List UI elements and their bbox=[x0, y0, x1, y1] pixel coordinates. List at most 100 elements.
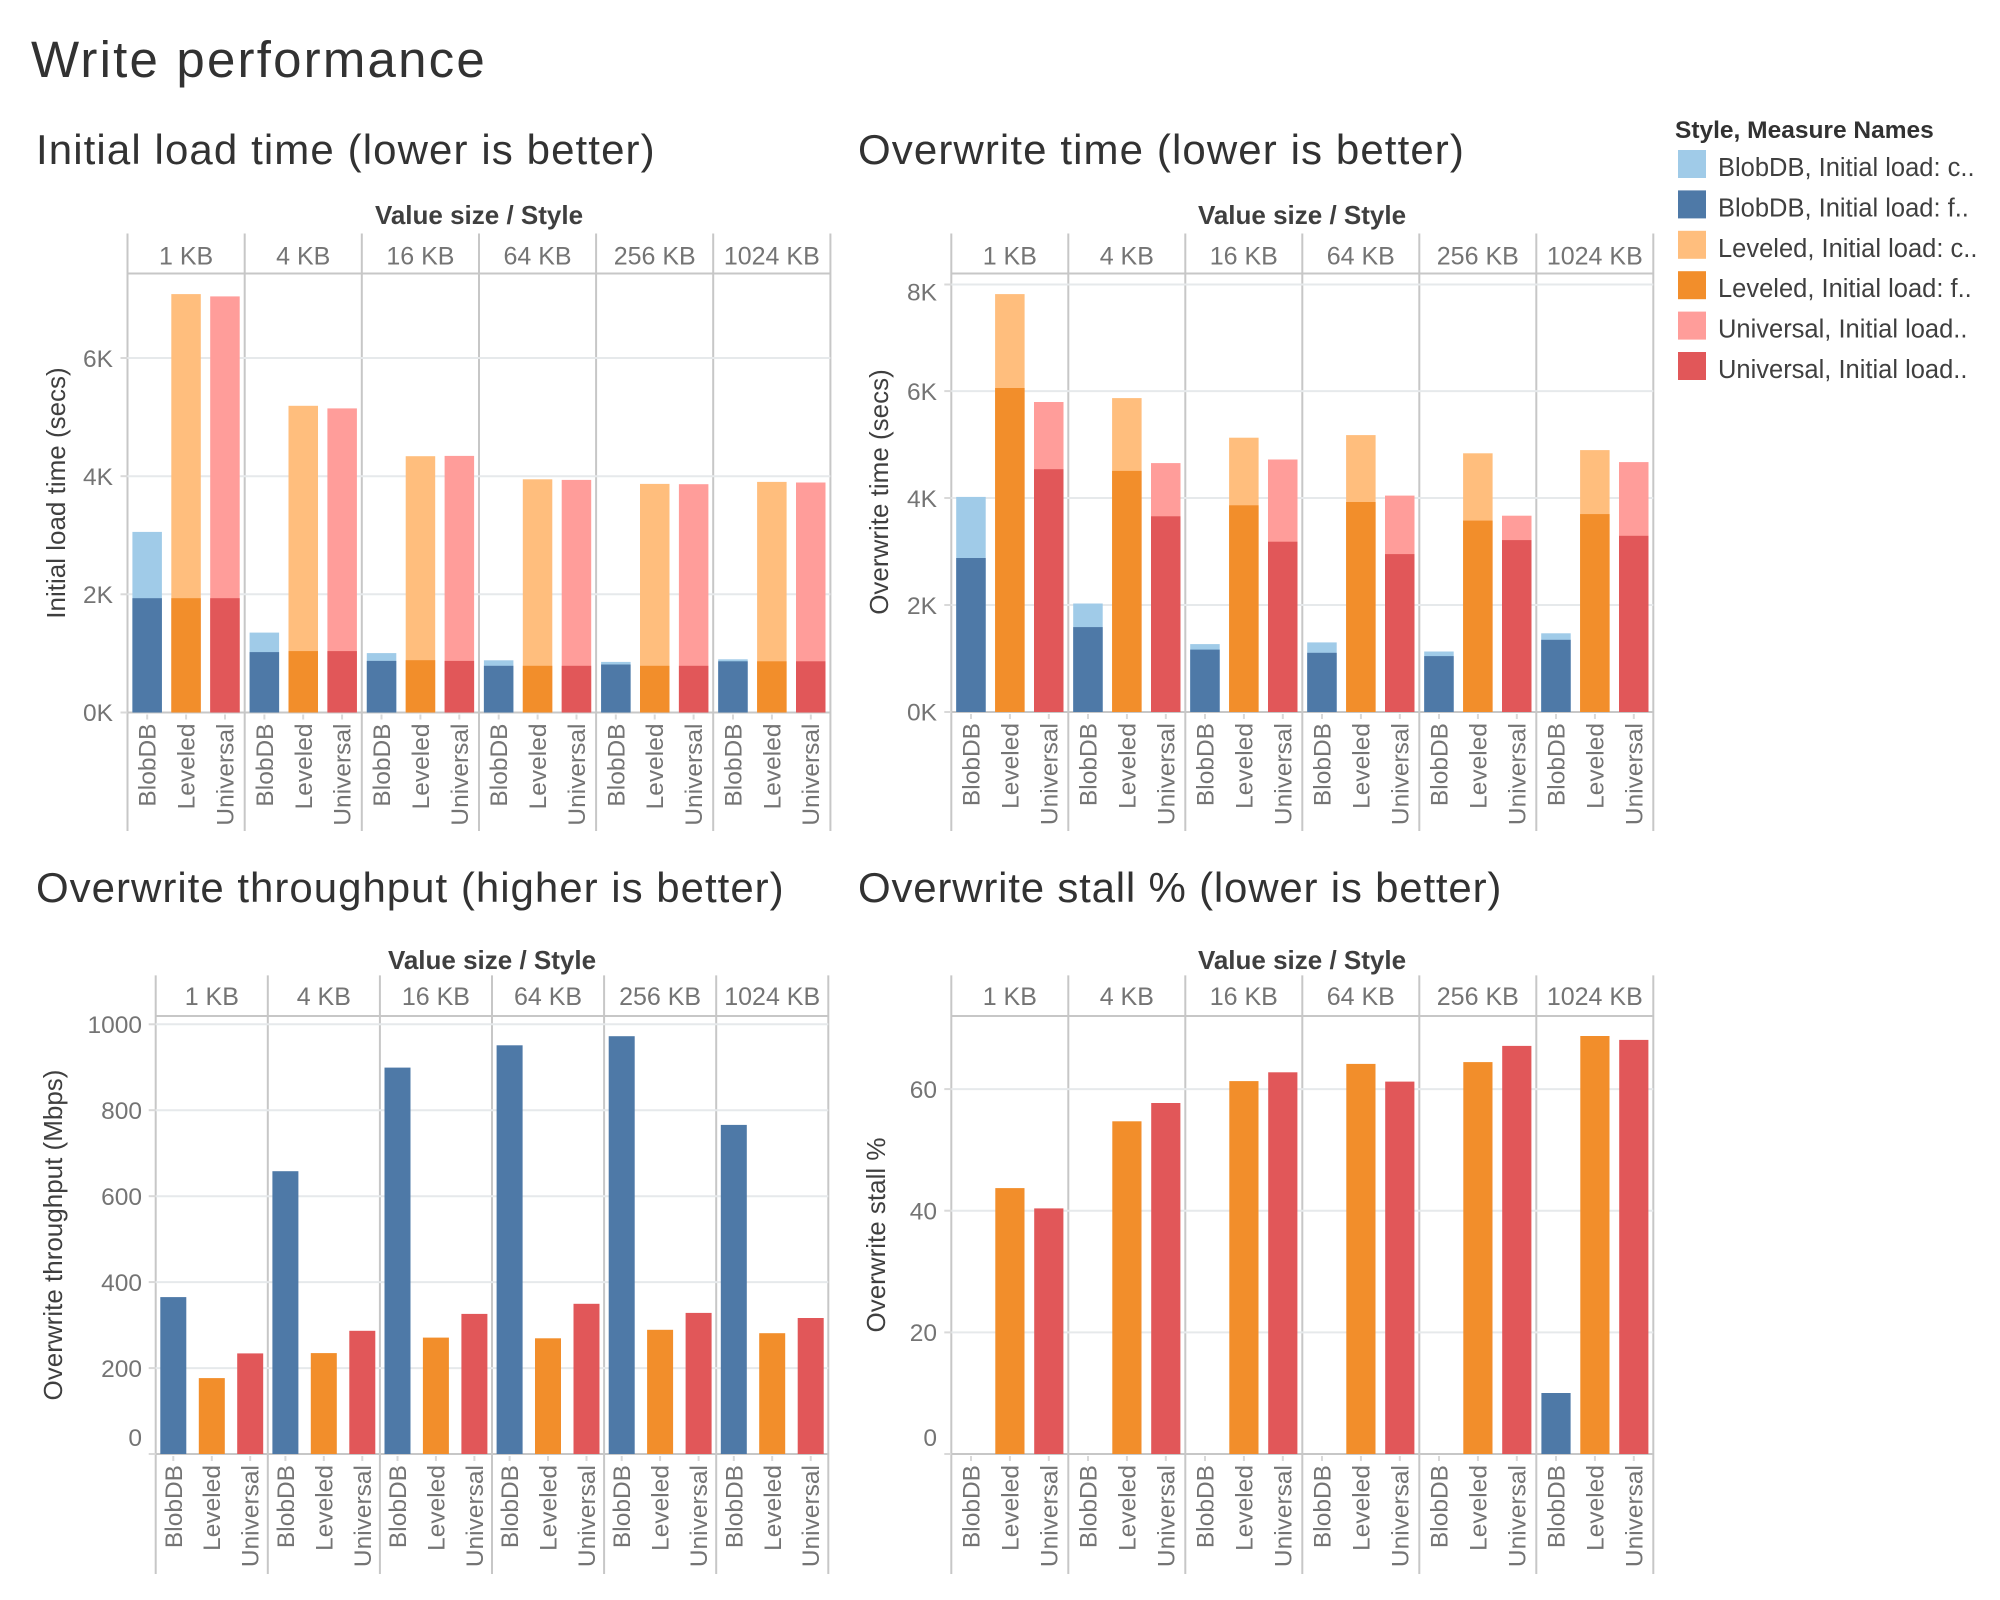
svg-text:Leveled: Leveled bbox=[174, 724, 201, 810]
svg-text:Leveled, Initial load: c..: Leveled, Initial load: c.. bbox=[1718, 235, 1977, 263]
svg-text:16 KB: 16 KB bbox=[1210, 983, 1278, 1011]
svg-text:Leveled: Leveled bbox=[1348, 723, 1375, 809]
svg-text:Leveled: Leveled bbox=[525, 724, 552, 810]
svg-text:Universal: Universal bbox=[1153, 1465, 1180, 1567]
svg-text:Universal, Initial load..: Universal, Initial load.. bbox=[1718, 356, 1967, 384]
svg-text:1 KB: 1 KB bbox=[983, 243, 1037, 271]
svg-text:Overwrite stall % (lower is be: Overwrite stall % (lower is better) bbox=[858, 864, 1502, 911]
svg-text:Overwrite time (lower is bette: Overwrite time (lower is better) bbox=[858, 126, 1465, 173]
svg-text:Leveled: Leveled bbox=[408, 724, 435, 810]
svg-text:16 KB: 16 KB bbox=[1210, 243, 1278, 271]
svg-text:1 KB: 1 KB bbox=[159, 243, 213, 271]
svg-text:0K: 0K bbox=[83, 700, 114, 727]
svg-text:Value size / Style: Value size / Style bbox=[388, 945, 596, 975]
svg-text:4 KB: 4 KB bbox=[1100, 243, 1154, 271]
svg-text:64 KB: 64 KB bbox=[503, 243, 571, 271]
svg-text:BlobDB: BlobDB bbox=[252, 724, 279, 807]
svg-text:Leveled: Leveled bbox=[642, 724, 669, 810]
svg-text:Leveled: Leveled bbox=[1465, 1465, 1492, 1551]
svg-text:Leveled: Leveled bbox=[1582, 1465, 1609, 1551]
svg-text:256 KB: 256 KB bbox=[614, 243, 696, 271]
svg-text:BlobDB: BlobDB bbox=[135, 724, 162, 807]
svg-text:Leveled: Leveled bbox=[648, 1465, 675, 1551]
svg-text:BlobDB: BlobDB bbox=[959, 723, 986, 806]
svg-text:400: 400 bbox=[101, 1270, 142, 1297]
svg-text:Universal: Universal bbox=[330, 724, 357, 826]
svg-text:Universal: Universal bbox=[1621, 723, 1648, 825]
svg-text:Overwrite throughput (higher i: Overwrite throughput (higher is better) bbox=[36, 864, 785, 911]
svg-text:BlobDB: BlobDB bbox=[486, 724, 513, 807]
svg-text:Write performance: Write performance bbox=[31, 31, 487, 88]
svg-text:BlobDB: BlobDB bbox=[369, 724, 396, 807]
svg-text:Overwrite time (secs): Overwrite time (secs) bbox=[864, 369, 894, 615]
svg-text:0: 0 bbox=[128, 1425, 142, 1452]
svg-text:BlobDB: BlobDB bbox=[497, 1465, 524, 1548]
svg-text:Value size / Style: Value size / Style bbox=[375, 200, 583, 230]
svg-text:Universal: Universal bbox=[1036, 1465, 1063, 1567]
svg-text:BlobDB: BlobDB bbox=[1193, 723, 1220, 806]
svg-text:Leveled: Leveled bbox=[423, 1465, 450, 1551]
svg-text:1024 KB: 1024 KB bbox=[1547, 243, 1643, 271]
svg-text:Universal: Universal bbox=[564, 724, 591, 826]
svg-text:Initial load time (secs): Initial load time (secs) bbox=[41, 367, 71, 618]
svg-text:6K: 6K bbox=[907, 379, 938, 406]
svg-text:BlobDB, Initial load: f..: BlobDB, Initial load: f.. bbox=[1718, 194, 1969, 222]
svg-text:Leveled: Leveled bbox=[199, 1465, 226, 1551]
svg-text:BlobDB: BlobDB bbox=[603, 724, 630, 807]
svg-text:64 KB: 64 KB bbox=[514, 983, 582, 1011]
svg-text:BlobDB: BlobDB bbox=[1427, 1465, 1454, 1548]
svg-text:64 KB: 64 KB bbox=[1327, 983, 1395, 1011]
svg-text:BlobDB: BlobDB bbox=[1544, 723, 1571, 806]
svg-text:Leveled: Leveled bbox=[1348, 1465, 1375, 1551]
svg-text:4K: 4K bbox=[83, 464, 114, 491]
svg-text:Leveled: Leveled bbox=[760, 1465, 787, 1551]
svg-text:BlobDB: BlobDB bbox=[1310, 1465, 1337, 1548]
svg-text:Universal: Universal bbox=[1504, 1465, 1531, 1567]
svg-text:BlobDB: BlobDB bbox=[1193, 1465, 1220, 1548]
svg-text:16 KB: 16 KB bbox=[386, 243, 454, 271]
svg-text:Leveled: Leveled bbox=[1231, 723, 1258, 809]
svg-text:256 KB: 256 KB bbox=[1437, 243, 1519, 271]
svg-text:BlobDB, Initial load: c..: BlobDB, Initial load: c.. bbox=[1718, 154, 1975, 182]
svg-text:Leveled: Leveled bbox=[536, 1465, 563, 1551]
svg-text:Universal: Universal bbox=[798, 724, 825, 826]
svg-text:Overwrite stall %: Overwrite stall % bbox=[861, 1137, 891, 1332]
svg-text:Universal: Universal bbox=[1153, 723, 1180, 825]
svg-text:8K: 8K bbox=[907, 279, 938, 306]
svg-text:256 KB: 256 KB bbox=[619, 983, 701, 1011]
svg-text:Universal: Universal bbox=[681, 724, 708, 826]
svg-text:Leveled: Leveled bbox=[291, 724, 318, 810]
svg-text:Universal: Universal bbox=[462, 1465, 489, 1567]
svg-text:64 KB: 64 KB bbox=[1327, 243, 1395, 271]
svg-text:Leveled: Leveled bbox=[997, 723, 1024, 809]
svg-text:Universal: Universal bbox=[213, 724, 240, 826]
svg-text:BlobDB: BlobDB bbox=[385, 1465, 412, 1548]
svg-text:BlobDB: BlobDB bbox=[1076, 1465, 1103, 1548]
svg-text:Leveled, Initial load: f..: Leveled, Initial load: f.. bbox=[1718, 275, 1972, 303]
svg-text:Universal: Universal bbox=[1621, 1465, 1648, 1567]
svg-text:Universal: Universal bbox=[686, 1465, 713, 1567]
svg-text:Universal: Universal bbox=[1270, 1465, 1297, 1567]
svg-text:Universal: Universal bbox=[798, 1465, 825, 1567]
svg-text:16 KB: 16 KB bbox=[402, 983, 470, 1011]
svg-text:BlobDB: BlobDB bbox=[959, 1465, 986, 1548]
svg-text:0K: 0K bbox=[907, 699, 938, 726]
svg-text:0: 0 bbox=[923, 1425, 937, 1452]
svg-text:Value size / Style: Value size / Style bbox=[1198, 200, 1406, 230]
svg-text:2K: 2K bbox=[83, 582, 114, 609]
svg-text:BlobDB: BlobDB bbox=[721, 724, 748, 807]
svg-text:Overwrite throughput (Mbps): Overwrite throughput (Mbps) bbox=[38, 1070, 68, 1401]
svg-text:Universal: Universal bbox=[1036, 723, 1063, 825]
svg-text:6K: 6K bbox=[83, 346, 114, 373]
svg-text:Leveled: Leveled bbox=[1114, 723, 1141, 809]
svg-text:BlobDB: BlobDB bbox=[1427, 723, 1454, 806]
svg-text:Universal, Initial load..: Universal, Initial load.. bbox=[1718, 316, 1967, 344]
svg-text:Leveled: Leveled bbox=[759, 724, 786, 810]
svg-text:Universal: Universal bbox=[1504, 723, 1531, 825]
svg-text:BlobDB: BlobDB bbox=[721, 1465, 748, 1548]
svg-text:1024 KB: 1024 KB bbox=[724, 243, 820, 271]
svg-text:2K: 2K bbox=[907, 593, 938, 620]
svg-text:Universal: Universal bbox=[350, 1465, 377, 1567]
svg-text:20: 20 bbox=[910, 1320, 937, 1347]
svg-text:Leveled: Leveled bbox=[311, 1465, 338, 1551]
